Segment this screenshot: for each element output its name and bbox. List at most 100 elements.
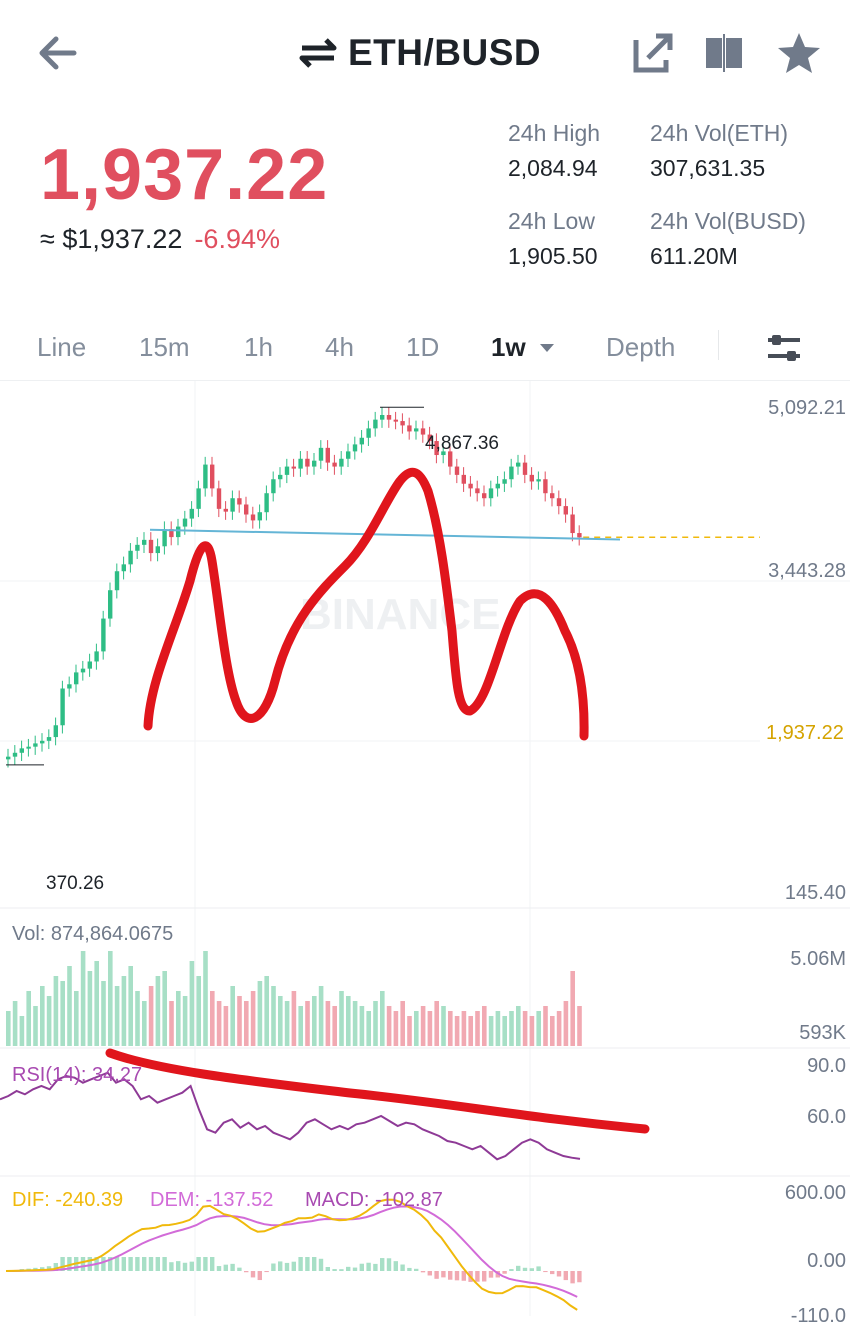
candle-body	[434, 441, 439, 456]
macd-histogram-bar	[346, 1266, 351, 1271]
candle-body	[339, 458, 344, 467]
tab-1h[interactable]: 1h	[244, 332, 273, 362]
volume-bar	[522, 1011, 528, 1046]
volume-bar	[543, 1006, 548, 1046]
macd-histogram-bar	[543, 1271, 548, 1273]
macd-dif-line	[5, 1198, 578, 1311]
tab-depth[interactable]: Depth	[606, 332, 676, 362]
macd-histogram-bar	[114, 1257, 120, 1271]
volume-bar	[135, 991, 140, 1046]
low-label: 24h Low	[508, 208, 595, 234]
volume-bar	[482, 1006, 487, 1046]
volume-bar	[26, 991, 31, 1046]
macd-histogram-bar	[203, 1257, 208, 1271]
volume-bar	[305, 1001, 310, 1046]
macd-histogram-bar	[87, 1257, 92, 1271]
tab-4h[interactable]: 4h	[325, 332, 354, 362]
macd-histogram-bar	[182, 1262, 188, 1271]
candle-body	[148, 539, 154, 554]
back-arrow-icon[interactable]	[30, 28, 86, 78]
volume-bar	[380, 991, 385, 1046]
candle-body	[352, 444, 358, 452]
price-chart[interactable]: BINANCE	[0, 381, 850, 1320]
volume-bar	[114, 986, 120, 1046]
pair-title[interactable]: ETH/BUSD	[298, 28, 541, 78]
volume-bar	[420, 1006, 426, 1046]
min-marker-label: 370.26	[46, 873, 105, 894]
macd-histogram-bar	[80, 1257, 86, 1271]
candle-body	[380, 415, 385, 420]
candle-body	[461, 474, 466, 484]
tab-15m[interactable]: 15m	[139, 332, 190, 362]
low-value: 1,905.50	[508, 243, 598, 269]
macd-value-label: MACD: -102.87	[305, 1189, 443, 1211]
macd-histogram-bar	[332, 1269, 337, 1271]
macd-histogram-bar	[196, 1257, 201, 1271]
candle-body	[33, 743, 38, 747]
macd-histogram-bar	[386, 1258, 392, 1271]
tab-1d[interactable]: 1D	[406, 332, 440, 362]
candle-body	[359, 437, 364, 445]
chart-grid	[0, 381, 850, 1316]
chevron-down-icon[interactable]	[538, 342, 556, 354]
candle-body	[495, 483, 500, 489]
macd-histogram-bar	[482, 1271, 487, 1282]
candle-body	[516, 462, 521, 467]
volume-bar	[454, 1016, 460, 1046]
macd-histogram-bar	[189, 1261, 194, 1271]
pair-name: ETH/BUSD	[348, 32, 542, 73]
volume-bar	[346, 996, 351, 1046]
candle-body	[223, 508, 228, 512]
macd-histogram-bar	[522, 1267, 528, 1271]
volume-bar	[468, 1016, 473, 1046]
macd-histogram-bar	[312, 1257, 317, 1271]
candle-body	[386, 415, 392, 420]
volume-bar	[203, 951, 208, 1046]
candle-body	[278, 474, 283, 480]
macd-histogram-bar	[135, 1257, 140, 1271]
volume-bar	[210, 991, 215, 1046]
volume-bar	[373, 1001, 378, 1046]
candle-body	[203, 464, 208, 489]
candle-body	[543, 479, 548, 494]
volume-bar	[414, 1011, 419, 1046]
star-icon[interactable]	[776, 30, 822, 76]
share-icon[interactable]	[630, 30, 676, 76]
volume-bar	[12, 1001, 18, 1046]
volume-bar	[318, 986, 324, 1046]
chart-settings-icon[interactable]	[764, 328, 804, 368]
candle-body	[210, 464, 215, 489]
macd-histogram-bar	[427, 1271, 432, 1276]
vol-axis-top: 5.06M	[790, 948, 846, 970]
rsi-trend-annotation	[105, 1048, 650, 1134]
volume-bar	[40, 986, 45, 1046]
volume-bar	[536, 1011, 541, 1046]
last-price: 1,937.22	[40, 135, 329, 215]
macd-histogram-bar	[108, 1257, 113, 1271]
candle-body	[441, 451, 446, 456]
volume-bar	[196, 976, 201, 1046]
high-value: 2,084.94	[508, 155, 598, 181]
macd-histogram-bar	[529, 1268, 534, 1271]
candle-body	[529, 474, 534, 482]
axis-mid-label: 3,443.28	[768, 560, 846, 582]
candle-body	[400, 421, 405, 426]
volume-bar	[60, 981, 65, 1046]
candle-body	[468, 483, 473, 489]
candle-body	[26, 746, 31, 749]
tab-1w[interactable]: 1w	[491, 332, 526, 362]
book-icon[interactable]	[702, 30, 748, 76]
volume-bar	[223, 1006, 229, 1046]
candle-body	[176, 526, 181, 538]
volume-bar	[570, 971, 575, 1046]
macd-histogram-bar	[121, 1257, 126, 1271]
candle-body	[6, 756, 11, 760]
volume-bar	[312, 996, 317, 1046]
candle-body	[488, 488, 494, 499]
volume-bar	[441, 1006, 446, 1046]
volume-bar	[176, 991, 181, 1046]
macd-histogram-bar	[155, 1257, 160, 1271]
tab-line[interactable]: Line	[37, 332, 87, 362]
volume-bar	[298, 1006, 303, 1046]
volume-bar	[74, 991, 79, 1046]
